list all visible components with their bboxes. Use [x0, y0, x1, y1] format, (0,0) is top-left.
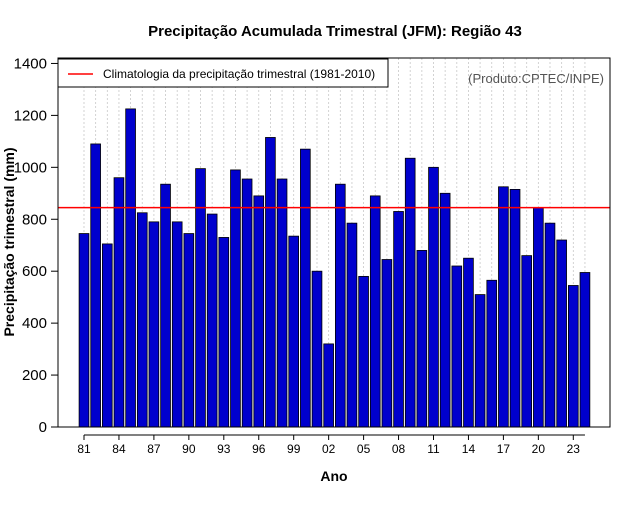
legend: Climatologia da precipitação trimestral …	[57, 58, 389, 88]
x-tick-label: 81	[77, 442, 91, 456]
x-tick-label: 84	[112, 442, 126, 456]
bar-1997	[265, 137, 276, 428]
plot-area	[57, 57, 611, 428]
x-tick-label: 20	[532, 442, 546, 456]
bar-2017	[498, 186, 509, 428]
bar-2023	[568, 285, 579, 428]
bar-2010	[416, 250, 428, 428]
product-annotation: (Produto:CPTEC/INPE)	[468, 71, 604, 86]
bar-1981	[78, 233, 90, 428]
x-axis-label: Ano	[320, 468, 347, 484]
x-tick-label: 05	[357, 442, 371, 456]
bar-1988	[160, 183, 171, 428]
bar-2024	[579, 272, 591, 428]
bar-1984	[113, 177, 125, 428]
y-tick-label: 1200	[14, 107, 47, 124]
bar-2011	[428, 166, 439, 428]
y-axis-label: Precipitação trimestral (mm)	[1, 147, 17, 336]
bar-1994	[230, 169, 241, 428]
x-tick-label: 14	[462, 442, 476, 456]
bar-1998	[276, 178, 288, 428]
x-tick-label: 99	[287, 442, 301, 456]
bar-2006	[369, 195, 381, 428]
bar-2004	[346, 222, 358, 428]
y-tick-label: 1400	[14, 55, 47, 72]
legend-box	[57, 58, 389, 88]
bar-2013	[451, 265, 463, 428]
bar-1999	[288, 235, 299, 428]
bar-1983	[102, 243, 113, 428]
bar-1996	[253, 195, 265, 428]
x-tick-label: 17	[497, 442, 511, 456]
bar-2007	[381, 259, 393, 428]
bar-2008	[393, 211, 404, 428]
bar-2003	[334, 183, 346, 428]
bar-1987	[148, 221, 160, 428]
bar-2005	[358, 275, 369, 428]
x-tick-label: 90	[182, 442, 196, 456]
bar-1993	[218, 237, 230, 428]
y-axis: 0 200 400 600 800 1000 1200 1400	[14, 55, 58, 436]
x-tick-label: 02	[322, 442, 336, 456]
bar-2001	[311, 270, 323, 428]
bar-2015	[474, 294, 486, 428]
bar-1992	[206, 213, 218, 428]
bar-1989	[171, 221, 183, 428]
y-tick-label: 600	[22, 263, 47, 280]
bar-1986	[136, 212, 148, 428]
y-tick-label: 1000	[14, 159, 47, 176]
bar-1985	[125, 108, 136, 428]
x-tick-label: 87	[147, 442, 161, 456]
x-tick-label: 96	[252, 442, 266, 456]
bar-2009	[404, 157, 416, 428]
bars	[78, 108, 591, 428]
x-tick-label: 93	[217, 442, 231, 456]
bar-2002	[323, 343, 334, 428]
bar-2000	[300, 148, 311, 428]
bar-1990	[183, 233, 195, 428]
bar-1982	[90, 143, 101, 428]
bar-2020	[533, 207, 544, 428]
bar-2019	[521, 255, 532, 428]
legend-label: Climatologia da precipitação trimestral …	[103, 67, 375, 81]
x-tick-label: 23	[567, 442, 581, 456]
bar-2014	[463, 257, 474, 428]
y-tick-label: 0	[39, 419, 47, 436]
bar-1995	[241, 178, 253, 428]
x-axis: 81 84 87 90 93 96 99 02 05 08 11 14 17 20 23	[77, 434, 585, 456]
x-tick-label: 11	[427, 442, 440, 456]
y-tick-label: 400	[22, 315, 47, 332]
bar-2016	[486, 279, 498, 428]
bar-2012	[439, 192, 451, 428]
bar-2021	[544, 222, 556, 428]
x-tick-label: 08	[392, 442, 406, 456]
bar-2018	[509, 188, 521, 428]
bar-2022	[556, 239, 567, 428]
y-tick-label: 800	[22, 211, 47, 228]
y-tick-label: 200	[22, 367, 47, 384]
chart-title: Precipitação Acumulada Trimestral (JFM):…	[148, 23, 522, 40]
